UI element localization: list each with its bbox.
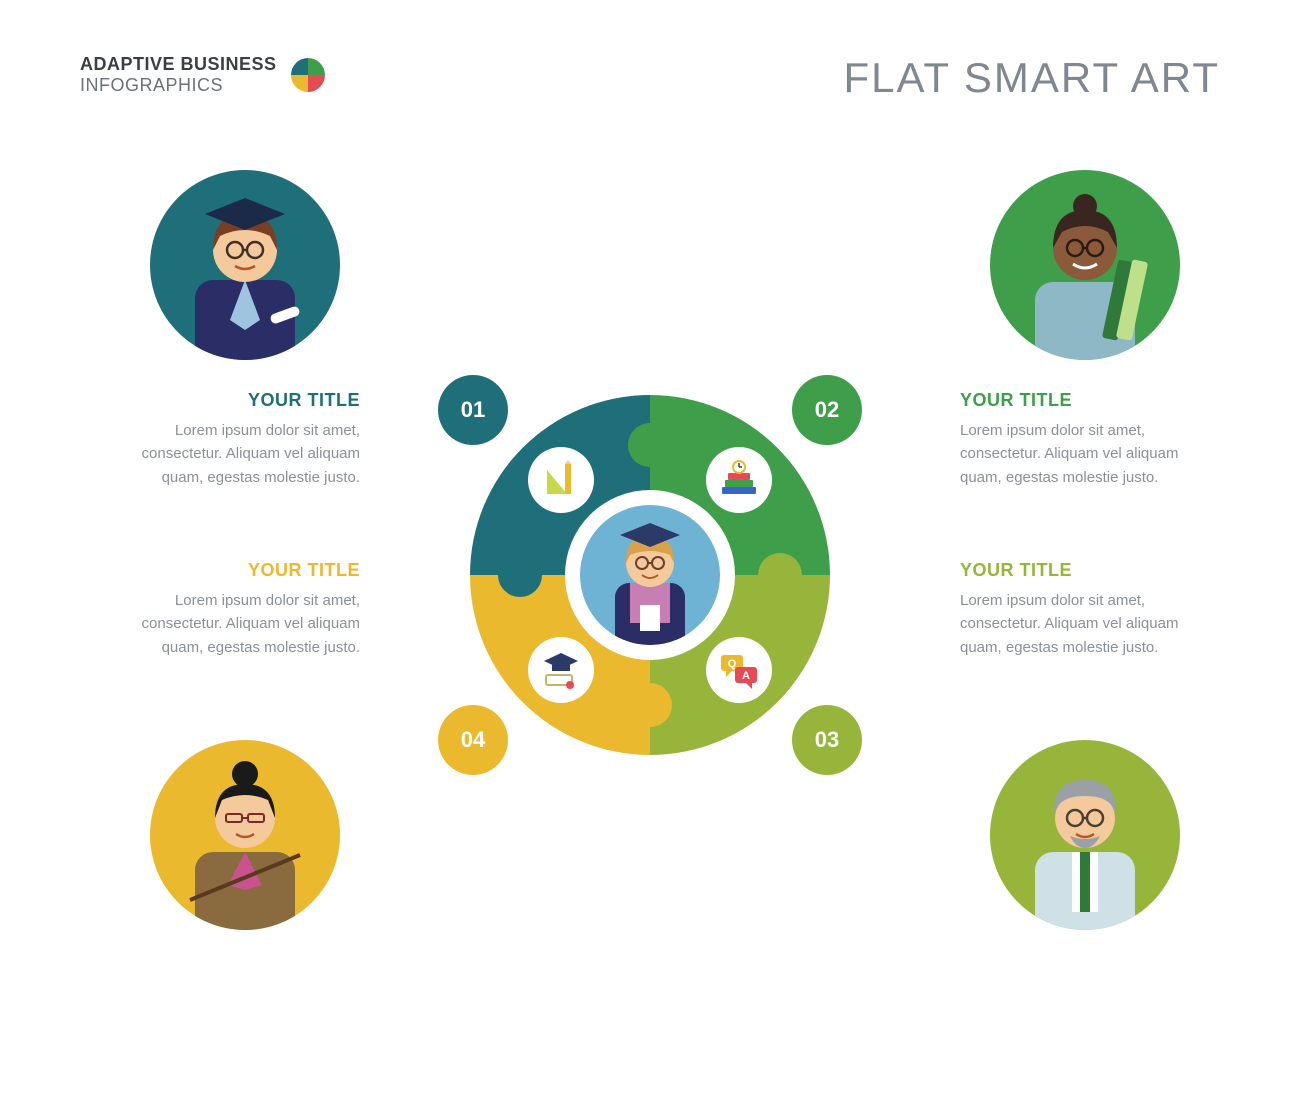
svg-text:A: A xyxy=(742,670,750,682)
block-3: YOUR TITLE Lorem ipsum dolor sit amet, c… xyxy=(960,560,1220,659)
block-title: YOUR TITLE xyxy=(960,560,1220,581)
qa-chat-icon: QA xyxy=(706,637,772,703)
block-title: YOUR TITLE xyxy=(100,560,360,581)
books-clock-icon xyxy=(706,447,772,513)
block-4: YOUR TITLE Lorem ipsum dolor sit amet, c… xyxy=(100,560,360,659)
avatar-3 xyxy=(990,740,1180,930)
svg-text:Q: Q xyxy=(728,658,737,670)
ruler-pencil-icon xyxy=(528,447,594,513)
number-label: 02 xyxy=(815,397,839,423)
avatar-4 xyxy=(150,740,340,930)
brand-line1: ADAPTIVE BUSINESS xyxy=(80,54,277,75)
grad-cap-diploma-icon xyxy=(528,637,594,703)
center-avatar xyxy=(580,505,720,645)
block-body: Lorem ipsum dolor sit amet, consectetur.… xyxy=(960,419,1220,489)
block-2: YOUR TITLE Lorem ipsum dolor sit amet, c… xyxy=(960,390,1220,489)
brand-logo-icon xyxy=(291,58,325,92)
number-label: 01 xyxy=(461,397,485,423)
brand-line2: INFOGRAPHICS xyxy=(80,75,277,96)
puzzle-tab xyxy=(758,553,802,597)
center-bubble xyxy=(565,490,735,660)
page-title: FLAT SMART ART xyxy=(843,54,1220,102)
puzzle-tab xyxy=(498,553,542,597)
avatar-1 xyxy=(150,170,340,360)
number-label: 04 xyxy=(461,727,485,753)
number-badge-1: 01 xyxy=(438,375,508,445)
header: ADAPTIVE BUSINESS INFOGRAPHICS FLAT SMAR… xyxy=(0,54,1300,102)
central-puzzle-diagram: 01 02 03 04 QA xyxy=(470,395,830,755)
block-title: YOUR TITLE xyxy=(100,390,360,411)
number-badge-2: 02 xyxy=(792,375,862,445)
block-body: Lorem ipsum dolor sit amet, consectetur.… xyxy=(960,589,1220,659)
number-badge-4: 04 xyxy=(438,705,508,775)
block-body: Lorem ipsum dolor sit amet, consectetur.… xyxy=(100,589,360,659)
block-1: YOUR TITLE Lorem ipsum dolor sit amet, c… xyxy=(100,390,360,489)
avatar-2 xyxy=(990,170,1180,360)
brand: ADAPTIVE BUSINESS INFOGRAPHICS xyxy=(80,54,325,96)
number-badge-3: 03 xyxy=(792,705,862,775)
block-title: YOUR TITLE xyxy=(960,390,1220,411)
puzzle-tab xyxy=(628,683,672,727)
number-label: 03 xyxy=(815,727,839,753)
puzzle-tab xyxy=(628,423,672,467)
block-body: Lorem ipsum dolor sit amet, consectetur.… xyxy=(100,419,360,489)
